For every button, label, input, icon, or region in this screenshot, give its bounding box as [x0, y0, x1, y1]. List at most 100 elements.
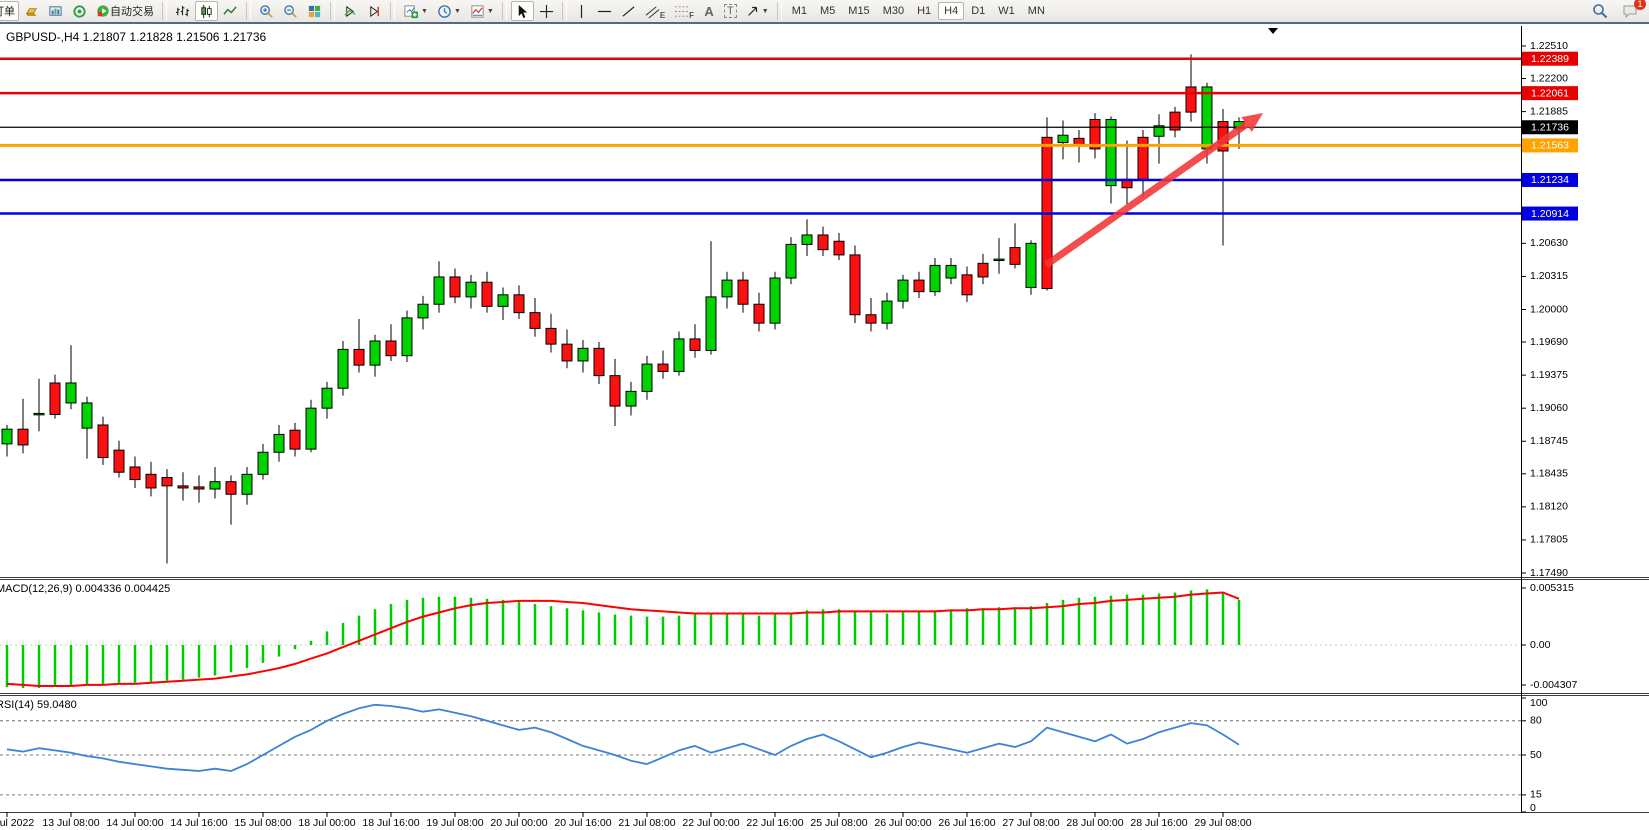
tile-windows-button[interactable] — [303, 1, 326, 21]
candle-body — [513, 294, 525, 314]
time-tick-label: 26 Jul 00:00 — [874, 817, 931, 829]
new-order-button[interactable]: 订单 — [0, 1, 19, 21]
bar-chart-type-button[interactable] — [171, 1, 194, 21]
trend-arrow[interactable] — [1043, 113, 1263, 268]
macd-histogram-bar — [277, 645, 281, 657]
timeframe-m5[interactable]: M5 — [820, 5, 836, 17]
macd-histogram-bar — [1125, 594, 1129, 645]
periods-button[interactable]: ▼ — [433, 1, 465, 21]
add-indicator-button[interactable]: ▼ — [399, 1, 432, 21]
toolbar: 订单 自动交易 ▼ ▼ — [0, 0, 1649, 24]
macd-histogram-bar — [581, 610, 585, 645]
toolbar-separator — [246, 2, 251, 20]
candle-body — [225, 481, 237, 495]
price-tick-label: 1.17490 — [1530, 567, 1568, 579]
chart-shift-marker[interactable] — [1268, 28, 1278, 34]
price-tick-label: 1.20630 — [1530, 237, 1568, 249]
cursor-tool-button[interactable] — [510, 1, 534, 21]
price-tick-label: 1.19375 — [1530, 369, 1568, 381]
time-tick-label: 20 Jul 16:00 — [554, 817, 611, 829]
candle-body — [945, 264, 957, 279]
timeframe-mn[interactable]: MN — [1027, 5, 1045, 17]
zoom-out-button[interactable] — [279, 1, 302, 21]
fibonacci-tool-button[interactable]: F — [670, 1, 698, 21]
auto-scroll-button[interactable] — [339, 1, 362, 21]
candle-body — [497, 294, 509, 307]
horizontal-line-tool-button[interactable] — [593, 1, 616, 21]
candle-body — [849, 254, 861, 316]
macd-histogram-bar — [501, 599, 505, 645]
market-report-icon[interactable] — [44, 1, 67, 21]
candle-body — [1057, 134, 1069, 144]
macd-histogram-bar — [5, 645, 9, 687]
price-axis[interactable]: 1.22510 1.22200 1.21885 1.20630 1.20315 1.200… — [1521, 26, 1578, 814]
candle-body — [1, 428, 13, 445]
candle-body — [929, 264, 941, 293]
macd-histogram-bar — [709, 613, 713, 645]
price-tick-label: 1.18745 — [1530, 435, 1568, 447]
channel-tool-letter: E — [659, 11, 666, 20]
macd-histogram-bar — [1045, 603, 1049, 645]
timeframe-d1[interactable]: D1 — [971, 5, 986, 17]
timeframe-w1[interactable]: W1 — [998, 5, 1015, 17]
macd-histogram-bar — [1109, 595, 1113, 645]
macd-histogram-bar — [805, 610, 809, 645]
timeframe-m1[interactable]: M1 — [791, 5, 807, 17]
time-tick-label: 21 Jul 08:00 — [618, 817, 675, 829]
macd-histogram-bar — [293, 645, 297, 650]
macd-histogram-bar — [1013, 607, 1017, 645]
timeframe-m15[interactable]: M15 — [848, 5, 870, 17]
macd-histogram-bar — [1029, 606, 1033, 645]
chat-notification-button[interactable]: 1 — [1618, 0, 1646, 21]
candle-body — [241, 473, 253, 495]
vertical-line-tool-button[interactable] — [571, 1, 592, 21]
timeframe-m30[interactable]: M30 — [882, 5, 905, 17]
macd-histogram-bar — [1205, 589, 1209, 645]
macd-histogram-bar — [597, 612, 601, 645]
timeframe-h1[interactable]: H1 — [917, 5, 932, 17]
candle-body — [369, 340, 381, 366]
timeframe-h4[interactable]: H4 — [938, 2, 965, 20]
svg-text:1.21736: 1.21736 — [1531, 122, 1569, 134]
macd-histogram-bar — [1157, 593, 1161, 645]
templates-button[interactable]: ▼ — [466, 1, 498, 21]
zoom-in-button[interactable] — [255, 1, 278, 21]
candle-body — [769, 277, 781, 324]
price-tick-label: 1.20000 — [1530, 303, 1568, 315]
candle-body — [577, 347, 589, 362]
autotrading-button[interactable]: 自动交易 — [92, 1, 158, 21]
search-icon[interactable] — [1588, 1, 1612, 21]
trendline-tool-button[interactable] — [617, 1, 640, 21]
text-label-tool-button[interactable]: T — [720, 1, 741, 21]
chat-badge-count: 1 — [1634, 0, 1646, 10]
candle-body — [81, 402, 93, 429]
svg-text:1.21563: 1.21563 — [1531, 140, 1569, 152]
macd-histogram-bar — [533, 604, 537, 645]
candle-body — [17, 428, 29, 446]
chart-title-ohlc: GBPUSD-,H4 1.21807 1.21828 1.21506 1.217… — [6, 30, 267, 44]
toolbar-separator — [776, 2, 782, 20]
macd-histogram-bar — [261, 645, 265, 663]
signal-icon[interactable] — [68, 1, 91, 21]
text-tool-button[interactable]: A — [699, 1, 719, 21]
macd-histogram-bar — [53, 645, 57, 687]
macd-histogram-bar — [1173, 592, 1177, 645]
equidistant-channel-tool-button[interactable]: E — [641, 1, 669, 21]
time-tick-label: 22 Jul 00:00 — [682, 817, 739, 829]
gold-ingot-icon[interactable] — [20, 1, 43, 21]
chart-shift-button[interactable] — [363, 1, 386, 21]
crosshair-tool-button[interactable] — [535, 1, 558, 21]
candle-body — [33, 412, 45, 416]
macd-histogram-bar — [613, 614, 617, 645]
macd-histogram-bar — [197, 645, 201, 678]
candle-body — [401, 317, 413, 357]
rsi-line — [6, 703, 1240, 772]
macd-histogram-bar — [453, 596, 457, 645]
line-chart-type-button[interactable] — [219, 1, 242, 21]
candlestick-chart-type-button[interactable] — [195, 1, 218, 21]
arrows-tool-button[interactable]: ▼ — [742, 1, 773, 21]
macd-histogram-bar — [373, 609, 377, 645]
time-axis[interactable]: 12 Jul 2022 13 Jul 08:00 14 Jul 00:00 14 Ju… — [0, 812, 1252, 829]
chart-canvas[interactable]: 1.22510 1.22200 1.21885 1.20630 1.20315 1.200… — [0, 26, 1649, 830]
macd-histogram-bar — [117, 645, 121, 683]
